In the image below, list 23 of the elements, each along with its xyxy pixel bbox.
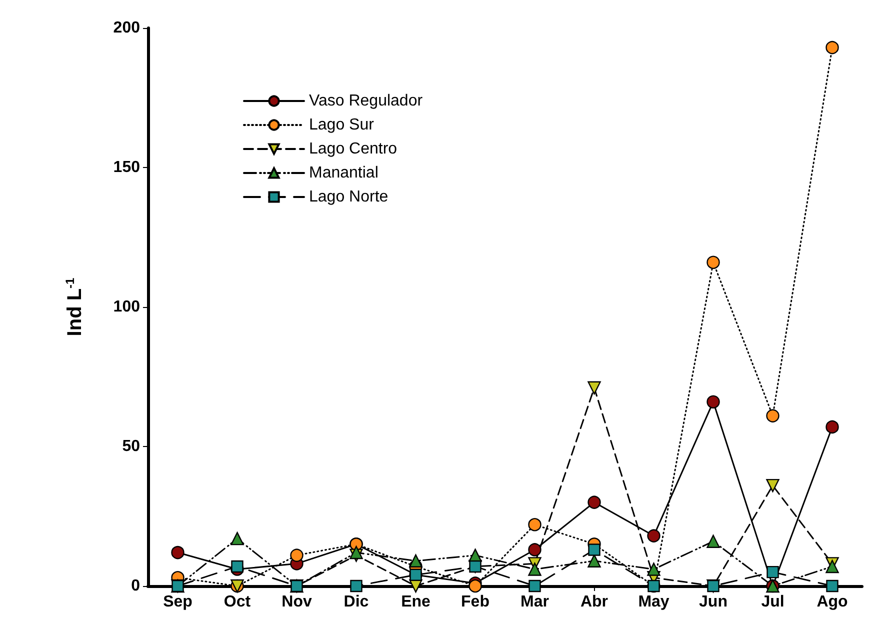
y-tick-label: 0 <box>131 578 140 594</box>
legend-label: Lago Norte <box>309 188 388 206</box>
x-tick-label: Sep <box>163 594 193 610</box>
y-axis-title: Ind L-1 <box>63 277 86 336</box>
x-tick-label: Ene <box>401 594 431 610</box>
x-tick-label: Jul <box>761 594 784 610</box>
x-tick-label: Dic <box>344 594 369 610</box>
legend-label: Manantial <box>309 164 378 182</box>
x-tick-label: Mar <box>520 594 549 610</box>
y-tick-label: 50 <box>122 438 140 455</box>
y-tick-label: 150 <box>113 159 140 176</box>
y-tick-label: 100 <box>113 298 140 316</box>
legend-label: Lago Centro <box>309 140 398 158</box>
x-tick-label: Nov <box>282 594 312 610</box>
x-tick-label: Abr <box>580 594 608 610</box>
x-tick-label: Jun <box>699 594 728 610</box>
x-tick-label: Oct <box>224 594 252 610</box>
x-tick-label: Ago <box>816 594 848 610</box>
y-tick-label: 200 <box>113 20 140 36</box>
legend-label: Vaso Regulador <box>309 92 424 110</box>
x-tick-label: May <box>638 594 670 610</box>
legend-label: Lago Sur <box>309 116 375 134</box>
x-tick-label: Feb <box>461 594 490 610</box>
